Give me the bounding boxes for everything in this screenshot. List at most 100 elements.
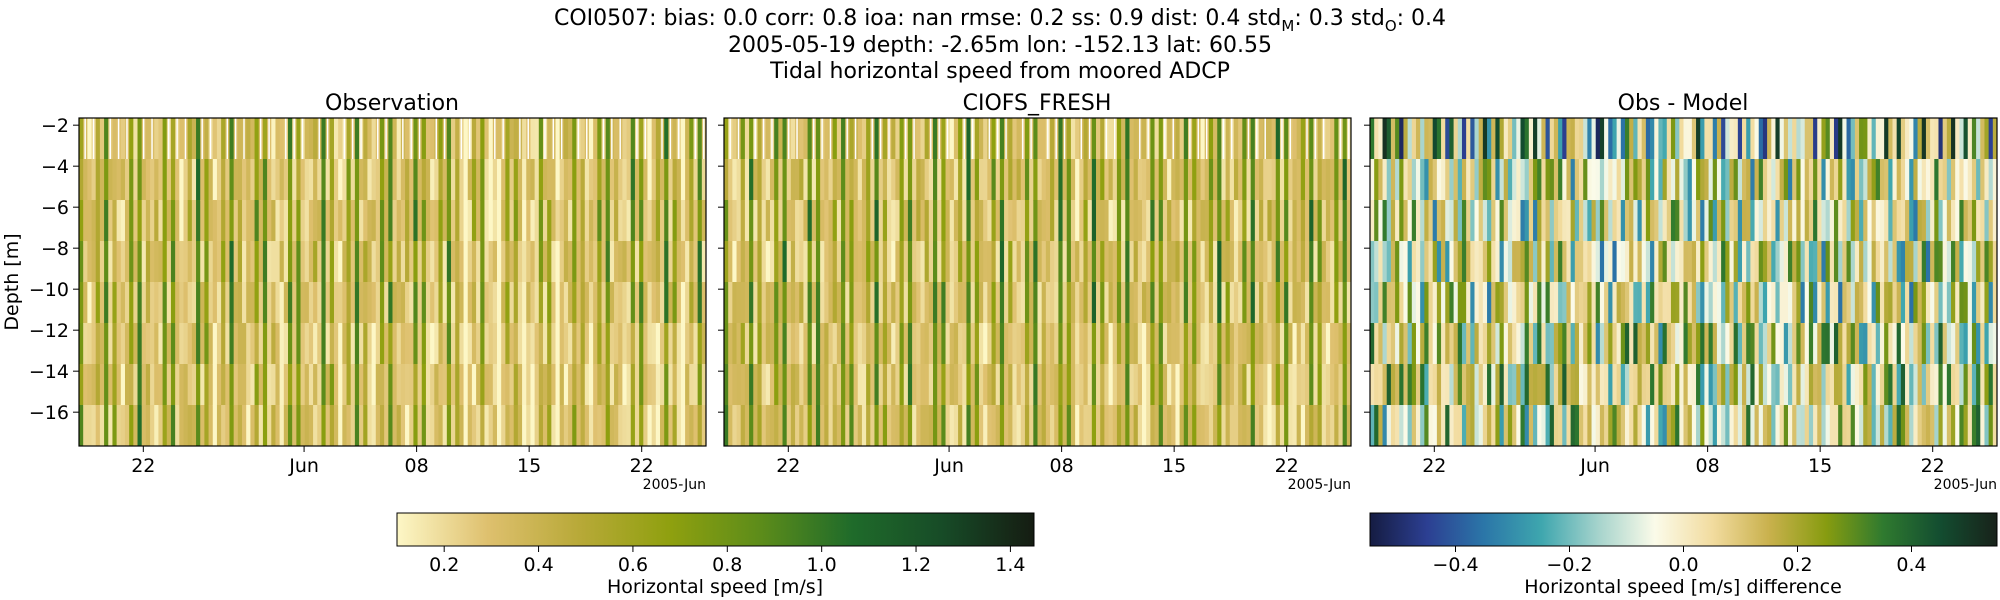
heatmap-cell [983, 364, 988, 406]
heatmap-cell [133, 364, 138, 406]
heatmap-cell [937, 323, 942, 365]
heatmap-cell [1624, 282, 1630, 324]
heatmap-cell [467, 282, 473, 324]
heatmap-cell [853, 364, 859, 406]
heatmap-cell [104, 159, 109, 201]
heatmap-cell [233, 323, 239, 365]
heatmap-cell [513, 323, 519, 365]
heatmap-cell [116, 364, 122, 406]
heatmap-cell [288, 364, 293, 406]
heatmap-cell [728, 282, 733, 324]
heatmap-cell [630, 282, 636, 324]
heatmap-cell [1850, 323, 1856, 365]
heatmap-cell [350, 200, 356, 242]
heatmap-cell [333, 159, 339, 201]
heatmap-cell [744, 323, 750, 365]
heatmap-cell [279, 159, 285, 201]
heatmap-cell [233, 241, 239, 283]
heatmap-cell [1259, 282, 1264, 324]
heatmap-cell [513, 364, 519, 406]
heatmap-cell [1125, 118, 1130, 160]
heatmap-cell [945, 364, 951, 406]
heatmap-cell [1390, 200, 1396, 242]
heatmap-cell [1096, 405, 1101, 446]
heatmap-cell [250, 405, 255, 446]
heatmap-cell [958, 323, 963, 365]
heatmap-cell [212, 118, 218, 160]
heatmap-cell [1833, 364, 1839, 406]
heatmap-cell [966, 364, 972, 406]
heatmap-cell [724, 282, 729, 324]
heatmap-cell [1196, 200, 1201, 242]
heatmap-cell [1275, 241, 1281, 283]
heatmap-cell [1909, 118, 1914, 160]
heatmap-cell [145, 323, 151, 365]
heatmap-cell [183, 241, 189, 283]
y-tick-label: −2 [41, 115, 69, 137]
heatmap-cell [841, 405, 846, 446]
heatmap-cell [1579, 364, 1584, 406]
heatmap-cell [116, 405, 122, 446]
heatmap-cell [1754, 118, 1760, 160]
heatmap-cell [1716, 241, 1722, 283]
heatmap-cell [597, 241, 602, 283]
heatmap-cell [920, 323, 926, 365]
heatmap-cell [1658, 118, 1663, 160]
heatmap-cell [95, 200, 101, 242]
heatmap-cell [1424, 282, 1429, 324]
heatmap-cell [522, 405, 527, 446]
heatmap-cell [1129, 364, 1135, 406]
heatmap-cell [1775, 241, 1781, 283]
heatmap-cell [1374, 364, 1379, 406]
heatmap-cell [271, 282, 276, 324]
heatmap-gap [813, 118, 815, 159]
heatmap-cell [639, 364, 644, 406]
heatmap-cell [732, 364, 737, 406]
heatmap-cell [1516, 364, 1521, 406]
heatmap-cell [828, 282, 834, 324]
heatmap-cell [1428, 241, 1434, 283]
y-axis [1364, 124, 1370, 413]
heatmap-cell [1054, 200, 1059, 242]
heatmap-cell [83, 282, 88, 324]
heatmap-cell [999, 364, 1005, 406]
heatmap-cell [1984, 118, 1990, 160]
heatmap-cell [1171, 282, 1176, 324]
heatmap-cell [1566, 200, 1572, 242]
heatmap-cell [367, 323, 372, 365]
heatmap-cell [1167, 282, 1172, 324]
heatmap-cell [1909, 159, 1914, 201]
heatmap-cell [622, 118, 627, 160]
heatmap-cell [1420, 323, 1425, 365]
heatmap-cell [216, 241, 222, 283]
heatmap-cell [1271, 364, 1277, 406]
heatmap-cell [363, 405, 368, 446]
heatmap-cell [1896, 364, 1902, 406]
heatmap-cell [1670, 241, 1676, 283]
heatmap-cell [229, 282, 235, 324]
heatmap-cell [476, 200, 481, 242]
heatmap-cell [978, 282, 984, 324]
heatmap-gap [888, 118, 890, 159]
heatmap-cell [1041, 159, 1047, 201]
heatmap-cell [1062, 241, 1068, 283]
heatmap-cell [1424, 159, 1429, 201]
heatmap-cell [233, 364, 239, 406]
heatmap-cell [655, 323, 661, 365]
heatmap-cell [912, 241, 917, 283]
heatmap-cell [488, 159, 494, 201]
heatmap-cell [258, 323, 264, 365]
heatmap-cell [1842, 200, 1847, 242]
heatmap-cell [1783, 200, 1789, 242]
heatmap-cell [379, 282, 385, 324]
heatmap-cell [1679, 159, 1684, 201]
heatmap-cell [392, 323, 398, 365]
heatmap-cell [1533, 159, 1538, 201]
heatmap-cell [1696, 118, 1701, 160]
heatmap-cell [828, 364, 834, 406]
heatmap-gap [560, 118, 563, 159]
heatmap-cell [949, 364, 955, 406]
heatmap-cell [799, 200, 804, 242]
heatmap-cell [1441, 200, 1446, 242]
heatmap-cell [413, 282, 418, 324]
